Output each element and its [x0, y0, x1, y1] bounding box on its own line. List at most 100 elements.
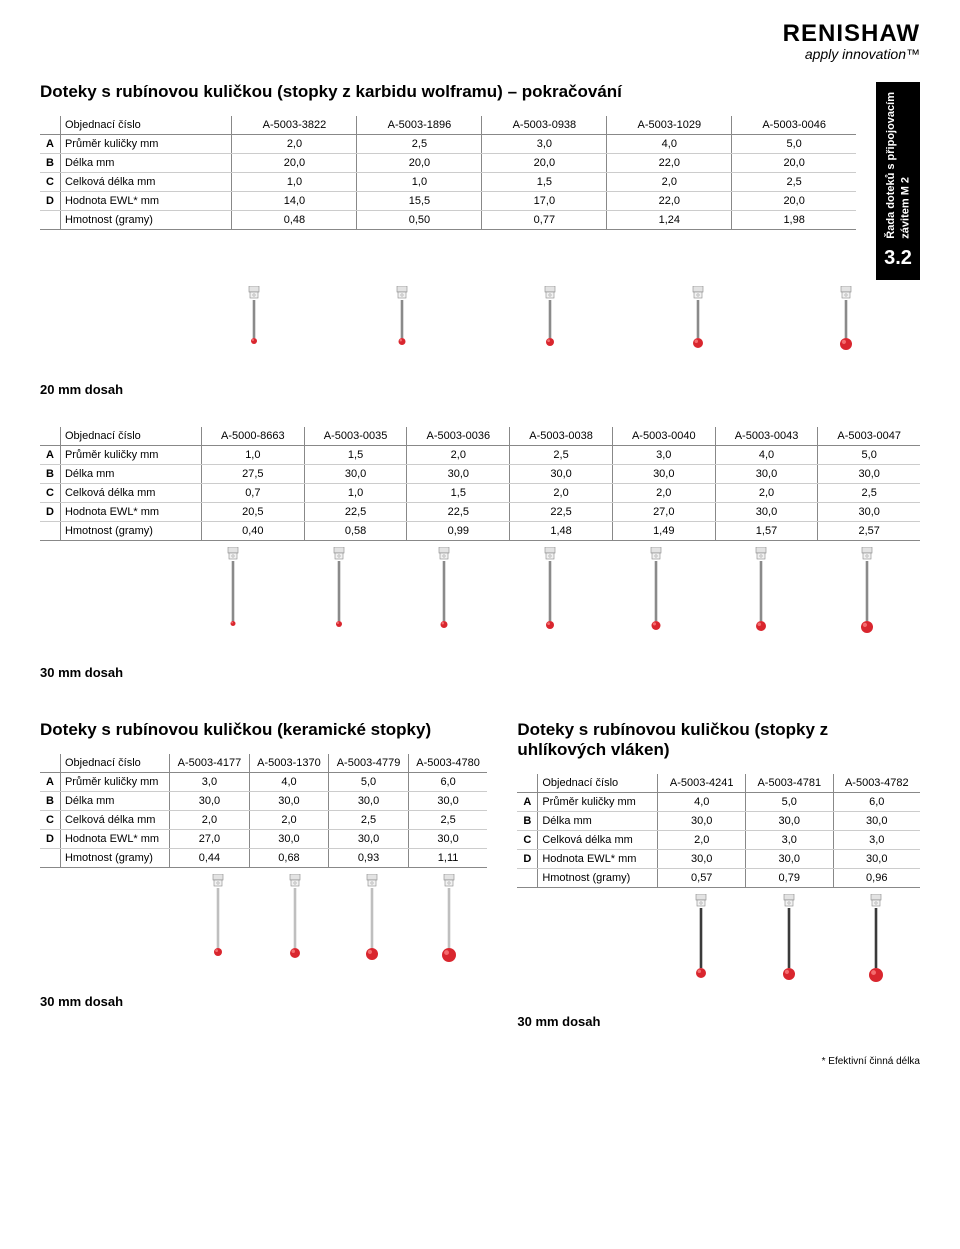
spec-value: 30,0 [746, 811, 834, 830]
spec-value: 2,5 [818, 483, 920, 502]
row-label: Průměr kuličky mm [538, 792, 658, 811]
spec-value: 2,0 [407, 445, 510, 464]
section-number: 3.2 [884, 247, 912, 270]
order-code: A-5003-4781 [746, 774, 834, 793]
spec-value: 30,0 [715, 464, 818, 483]
row-label: Celková délka mm [538, 830, 658, 849]
row-label: Celková délka mm [60, 483, 201, 502]
spec-value: 0,68 [249, 848, 329, 867]
spec-value: 5,0 [732, 135, 856, 154]
spec-table-1: Objednací čísloA-5003-3822A-5003-1896A-5… [40, 116, 856, 230]
spec-value: 0,93 [329, 848, 409, 867]
row-label: Délka mm [60, 791, 169, 810]
spec-table-4: Objednací čísloA-5003-4241A-5003-4781A-5… [517, 774, 920, 888]
spec-value: 20,0 [232, 154, 357, 173]
row-label: Hmotnost (gramy) [60, 848, 169, 867]
spec-value: 30,0 [408, 791, 487, 810]
order-code: A-5000-8663 [201, 427, 304, 446]
spec-value: 1,11 [408, 848, 487, 867]
spec-value: 2,0 [658, 830, 746, 849]
spec-value: 30,0 [818, 464, 920, 483]
stylus-illustration-row-3 [40, 874, 487, 964]
stylus-icon [772, 286, 920, 352]
brand-tagline: apply innovation™ [40, 46, 920, 62]
spec-value: 1,48 [510, 521, 613, 540]
stylus-icon [657, 894, 745, 984]
stylus-icon [497, 547, 603, 635]
spec-value: 0,99 [407, 521, 510, 540]
spec-value: 30,0 [833, 811, 920, 830]
order-code: A-5003-0036 [407, 427, 510, 446]
spec-value: 1,24 [607, 211, 732, 230]
spec-table-3: Objednací čísloA-5003-4177A-5003-1370A-5… [40, 754, 487, 868]
stylus-icon [745, 894, 833, 984]
spec-value: 2,0 [510, 483, 613, 502]
stylus-icon [334, 874, 411, 964]
spec-value: 2,5 [329, 810, 409, 829]
stylus-illustration-row-2 [40, 547, 920, 635]
spec-value: 30,0 [818, 502, 920, 521]
order-code: A-5003-1370 [249, 754, 329, 773]
spec-value: 0,79 [746, 868, 834, 887]
order-code: A-5003-0038 [510, 427, 613, 446]
spec-value: 6,0 [833, 792, 920, 811]
order-code: A-5003-0938 [482, 116, 607, 135]
spec-value: 30,0 [746, 849, 834, 868]
spec-value: 22,0 [607, 192, 732, 211]
spec-value: 1,5 [482, 173, 607, 192]
spec-value: 30,0 [407, 464, 510, 483]
spec-value: 30,0 [329, 829, 409, 848]
spec-value: 4,0 [715, 445, 818, 464]
order-code: A-5003-4782 [833, 774, 920, 793]
order-label: Objednací číslo [538, 774, 658, 793]
spec-value: 22,5 [407, 502, 510, 521]
brand-name: RENISHAW [40, 20, 920, 48]
spec-value: 22,0 [607, 154, 732, 173]
order-label: Objednací číslo [60, 427, 201, 446]
row-label: Délka mm [60, 154, 232, 173]
spec-value: 20,0 [357, 154, 482, 173]
row-label: Průměr kuličky mm [60, 445, 201, 464]
spec-value: 0,48 [232, 211, 357, 230]
spec-value: 30,0 [715, 502, 818, 521]
spec-value: 1,0 [304, 483, 407, 502]
section-tab-text: Řada doteků s připojovacímzávitem M 2 [884, 92, 913, 239]
spec-value: 0,44 [170, 848, 250, 867]
spec-value: 30,0 [658, 849, 746, 868]
row-label: Délka mm [60, 464, 201, 483]
spec-value: 20,0 [482, 154, 607, 173]
spec-value: 27,5 [201, 464, 304, 483]
spec-value: 22,5 [304, 502, 407, 521]
spec-value: 0,57 [658, 868, 746, 887]
spec-value: 1,0 [232, 173, 357, 192]
stylus-icon [180, 874, 257, 964]
stylus-icon [180, 547, 286, 635]
order-code: A-5003-4241 [658, 774, 746, 793]
spec-value: 30,0 [170, 791, 250, 810]
spec-value: 2,0 [612, 483, 715, 502]
order-code: A-5003-0046 [732, 116, 856, 135]
spec-value: 4,0 [249, 772, 329, 791]
spec-value: 2,57 [818, 521, 920, 540]
spec-value: 1,5 [304, 445, 407, 464]
spec-value: 3,0 [746, 830, 834, 849]
stylus-illustration-row-1 [40, 286, 920, 352]
stylus-icon [624, 286, 772, 352]
spec-value: 2,5 [357, 135, 482, 154]
order-code: A-5003-0043 [715, 427, 818, 446]
stylus-icon [709, 547, 815, 635]
spec-value: 6,0 [408, 772, 487, 791]
order-code: A-5003-4780 [408, 754, 487, 773]
spec-value: 15,5 [357, 192, 482, 211]
order-label: Objednací číslo [60, 116, 232, 135]
spec-value: 1,57 [715, 521, 818, 540]
order-code: A-5003-1029 [607, 116, 732, 135]
spec-value: 3,0 [482, 135, 607, 154]
order-code: A-5003-1896 [357, 116, 482, 135]
spec-value: 2,0 [249, 810, 329, 829]
spec-value: 5,0 [329, 772, 409, 791]
reach-label-3: 30 mm dosah [40, 994, 487, 1009]
spec-value: 27,0 [170, 829, 250, 848]
section-tab: Řada doteků s připojovacímzávitem M 2 3.… [876, 82, 920, 280]
spec-value: 3,0 [612, 445, 715, 464]
